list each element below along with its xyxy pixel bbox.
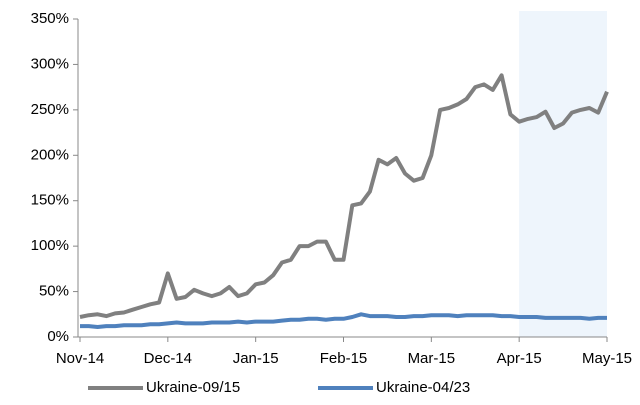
- y-tick-label: 150%: [31, 192, 69, 209]
- y-tick-label: 250%: [31, 101, 69, 118]
- legend-label: Ukraine-04/23: [376, 379, 470, 396]
- x-tick-label: Mar-15: [408, 350, 456, 367]
- series-line: [79, 73, 609, 319]
- y-tick-label: 300%: [31, 55, 69, 72]
- shaded-region: [519, 11, 607, 337]
- x-tick-label: Feb-15: [320, 350, 368, 367]
- x-tick-label: Dec-14: [144, 350, 192, 367]
- x-tick-label: Jan-15: [233, 350, 279, 367]
- series-line: [80, 312, 607, 329]
- y-tick-label: 50%: [39, 283, 69, 300]
- x-tick-label: Nov-14: [56, 350, 104, 367]
- x-tick-label: May-15: [582, 350, 632, 367]
- legend-label: Ukraine-09/15: [146, 379, 240, 396]
- y-tick-label: 350%: [31, 10, 69, 27]
- x-tick-label: Apr-15: [497, 350, 542, 367]
- y-tick-label: 100%: [31, 237, 69, 254]
- y-tick-label: 0%: [47, 328, 69, 345]
- y-tick-label: 200%: [31, 146, 69, 163]
